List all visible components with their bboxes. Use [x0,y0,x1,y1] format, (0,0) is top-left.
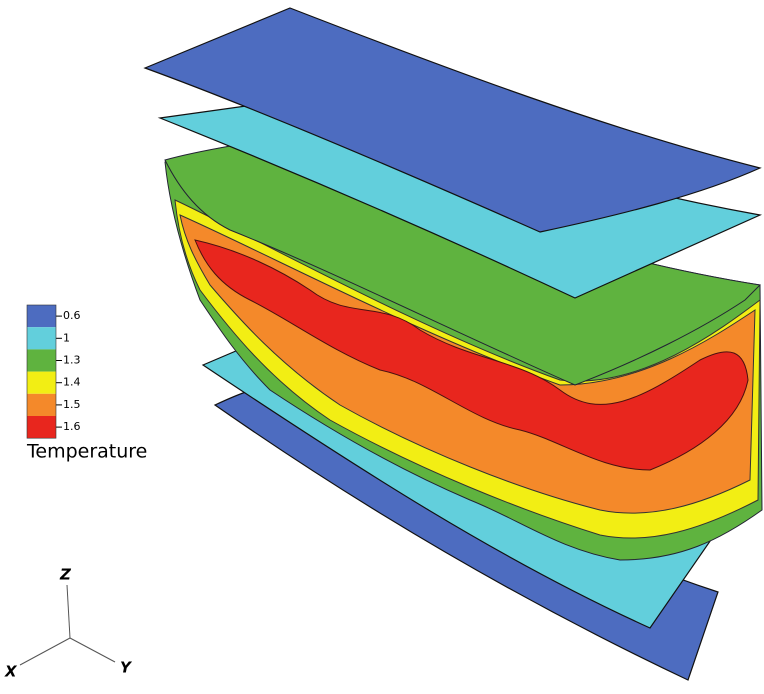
legend-label: 1.5 [63,398,81,411]
axis-label: Z [59,566,72,584]
axis-label: Y [120,659,133,677]
legend-swatch [27,327,56,350]
x-axis [19,637,71,666]
legend-swatch [27,305,56,328]
z-axis [66,584,71,639]
legend-label: 1.3 [63,354,81,367]
axis-label: X [4,663,18,681]
legend-swatch [27,349,56,372]
legend-title: Temperature [26,441,147,463]
y-axis [69,637,116,663]
legend: 0.6 1 1.3 1.4 1.5 1.6 [26,304,81,439]
legend-label: 1.4 [63,376,81,389]
turbulent-region [194,239,749,471]
axes-triad [19,584,116,666]
legend-swatch [27,416,56,439]
legend-label: 1.6 [63,420,81,433]
legend-frame [26,304,57,439]
legend-swatch [27,393,56,416]
legend-swatch [27,371,56,394]
isosurface-plane [143,7,762,233]
legend-label: 0.6 [63,309,81,322]
legend-label: 1 [63,331,70,344]
